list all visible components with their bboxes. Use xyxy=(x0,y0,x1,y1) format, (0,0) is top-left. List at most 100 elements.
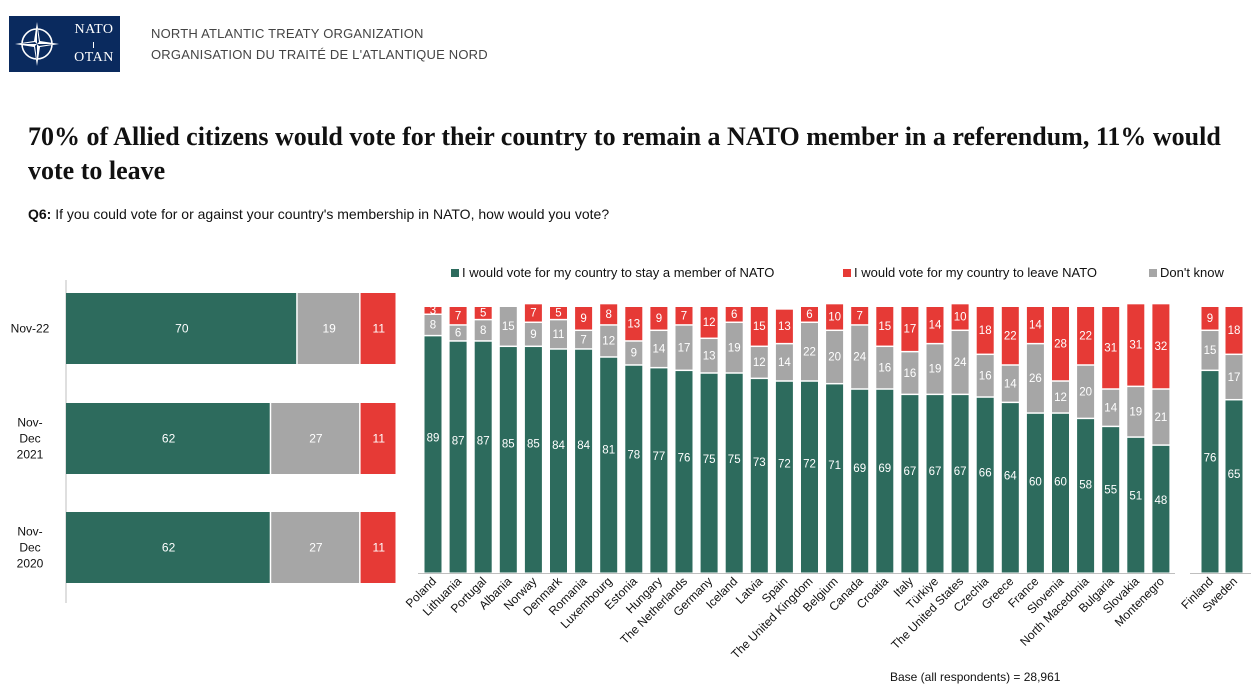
right-bar-segment-stay xyxy=(901,395,919,573)
right-bar-segment-dont-know xyxy=(801,323,818,381)
right-bar-segment-leave xyxy=(1102,307,1120,389)
right-bar-value-label: 14 xyxy=(1004,378,1017,390)
right-bar-segment-stay xyxy=(650,368,668,573)
left-bar-value-label: 11 xyxy=(373,432,386,446)
right-bar-value-label: 10 xyxy=(954,312,967,324)
right-bar-segment-stay xyxy=(700,373,718,573)
right-bar-segment-leave xyxy=(650,307,668,330)
right-bar-segment-dont-know xyxy=(1102,389,1120,426)
right-bar-segment-leave xyxy=(1225,307,1243,354)
right-bar-segment-leave xyxy=(1201,307,1219,330)
right-bar-segment-stay xyxy=(876,389,894,573)
left-bar-segment-stay xyxy=(66,293,297,364)
right-bar-value-label: 6 xyxy=(455,328,461,340)
right-bar-value-label: 85 xyxy=(527,439,540,451)
right-bar-value-label: 22 xyxy=(1079,330,1092,342)
logo-divider xyxy=(93,42,94,48)
right-bar-segment-leave xyxy=(876,307,894,346)
right-bar-value-label: 18 xyxy=(979,325,992,337)
right-bar-value-label: 12 xyxy=(753,357,766,369)
right-bar-segment-stay xyxy=(801,381,818,573)
right-bar-segment-leave xyxy=(600,304,618,325)
right-bar-segment-dont-know xyxy=(700,339,718,373)
right-bar-segment-leave xyxy=(826,304,844,330)
country-label: Latvia xyxy=(733,574,766,607)
right-bar-segment-leave xyxy=(1001,307,1019,365)
left-bar-segment-leave xyxy=(360,403,396,474)
right-bar-value-label: 31 xyxy=(1104,342,1117,354)
right-bar-value-label: 73 xyxy=(753,457,766,469)
right-bar-segment-stay xyxy=(775,381,793,573)
right-bar-value-label: 15 xyxy=(1204,345,1217,357)
left-bar-value-label: 19 xyxy=(322,322,336,336)
right-bar-segment-dont-know xyxy=(725,323,743,373)
right-bar-segment-leave xyxy=(700,307,718,338)
right-bar-segment-leave xyxy=(675,307,693,325)
right-bar-segment-leave xyxy=(424,307,442,314)
right-bar-segment-dont-know xyxy=(951,331,969,394)
right-bar-segment-stay xyxy=(1201,371,1219,573)
right-bar-value-label: 14 xyxy=(929,320,942,332)
right-bar-segment-dont-know xyxy=(1152,389,1170,445)
right-bar-segment-leave xyxy=(951,304,969,330)
right-bar-segment-dont-know xyxy=(1001,365,1019,402)
right-bar-value-label: 67 xyxy=(904,466,917,478)
logo-text-otan: OTAN xyxy=(74,50,114,65)
org-name-english: NORTH ATLANTIC TREATY ORGANIZATION xyxy=(151,26,424,41)
right-bar-segment-leave xyxy=(625,307,643,341)
right-bar-value-label: 16 xyxy=(904,368,917,380)
right-bar-value-label: 17 xyxy=(904,324,917,336)
right-bar-segment-stay xyxy=(675,371,693,573)
right-bar-segment-dont-know xyxy=(1127,387,1145,437)
right-bar-segment-stay xyxy=(976,397,994,573)
right-bar-segment-dont-know xyxy=(424,315,442,335)
legend-label-leave: I would vote for my country to leave NAT… xyxy=(854,265,1098,280)
right-bar-value-label: 11 xyxy=(553,329,565,341)
right-bar-segment-dont-know xyxy=(926,344,944,394)
right-bar-value-label: 72 xyxy=(778,458,791,470)
right-bar-segment-dont-know xyxy=(1201,331,1219,370)
right-bar-value-label: 3 xyxy=(430,305,436,317)
right-bar-value-label: 15 xyxy=(878,321,891,333)
right-bar-value-label: 6 xyxy=(731,309,737,321)
right-bar-value-label: 32 xyxy=(1155,341,1168,353)
right-bar-segment-leave xyxy=(449,307,467,325)
right-bar-segment-stay xyxy=(926,395,944,573)
left-bar-value-label: 27 xyxy=(309,432,323,446)
right-bar-value-label: 14 xyxy=(1029,320,1042,332)
nato-compass-star-icon xyxy=(15,22,59,66)
left-bar-value-label: 11 xyxy=(373,541,386,555)
right-bar-segment-leave xyxy=(901,307,919,351)
right-bar-segment-dont-know xyxy=(1026,344,1044,413)
legend-item-leave: I would vote for my country to leave NAT… xyxy=(843,265,1097,280)
right-bar-segment-stay xyxy=(424,336,442,573)
right-bar-segment-stay xyxy=(550,349,567,573)
right-bar-segment-leave xyxy=(725,307,743,322)
left-bar-value-label: 62 xyxy=(162,432,176,446)
left-chart-category-label: 2021 xyxy=(17,448,44,462)
right-bar-segment-dont-know xyxy=(474,320,492,341)
right-bar-value-label: 7 xyxy=(856,310,862,322)
right-bar-value-label: 64 xyxy=(1004,471,1017,483)
right-bar-segment-dont-know xyxy=(499,307,517,346)
right-bar-value-label: 78 xyxy=(627,449,640,461)
right-bar-value-label: 26 xyxy=(1029,373,1042,385)
right-bar-value-label: 24 xyxy=(954,357,967,369)
right-bar-value-label: 67 xyxy=(929,466,942,478)
right-bar-segment-dont-know xyxy=(650,331,668,367)
right-bar-segment-dont-know xyxy=(901,352,919,394)
legend-swatch-dont-know xyxy=(1149,269,1157,277)
right-bar-value-label: 9 xyxy=(530,329,536,341)
right-bar-value-label: 14 xyxy=(653,344,666,356)
left-bar-value-label: 11 xyxy=(373,322,386,336)
right-bar-value-label: 19 xyxy=(728,342,741,354)
right-bar-value-label: 16 xyxy=(878,362,891,374)
right-bar-value-label: 9 xyxy=(656,313,662,325)
right-bar-value-label: 85 xyxy=(502,439,515,451)
right-bar-segment-dont-know xyxy=(675,325,693,370)
right-bar-value-label: 8 xyxy=(605,309,611,321)
left-chart-category-label: Dec xyxy=(19,432,40,446)
right-bar-value-label: 10 xyxy=(828,312,841,324)
right-bar-segment-dont-know xyxy=(876,347,894,389)
legend-swatch-leave xyxy=(843,269,851,277)
